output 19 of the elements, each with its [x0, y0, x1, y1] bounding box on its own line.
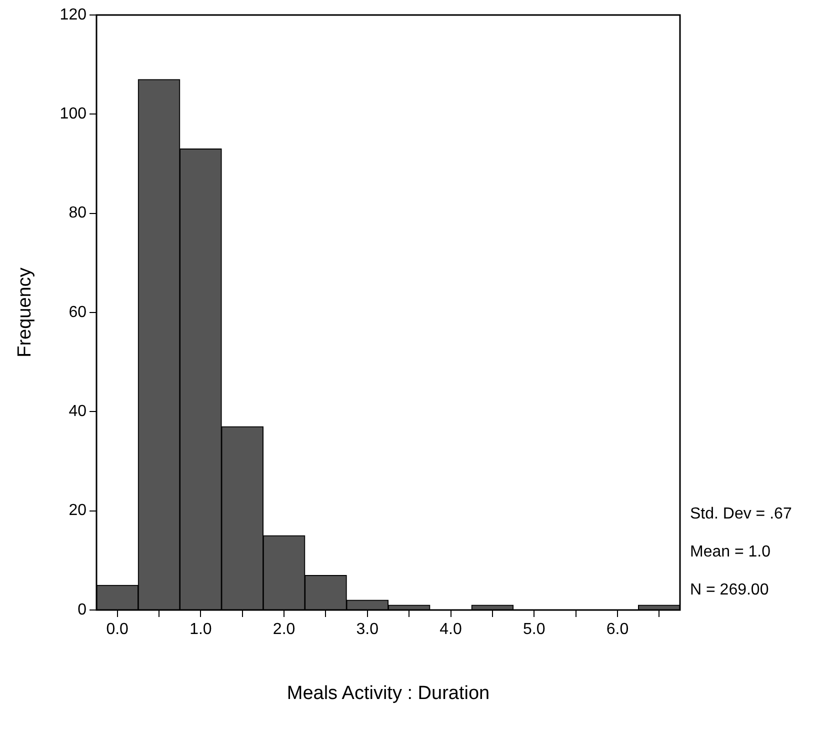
x-tick-label: 0.0 [106, 621, 129, 638]
y-axis-title: Frequency [14, 267, 36, 358]
y-tick-label: 60 [68, 304, 87, 321]
x-axis-title: Meals Activity : Duration [286, 682, 490, 704]
text: N = 269.00 [690, 581, 769, 598]
x-tick-label: 1.0 [190, 621, 212, 638]
y-tick-label: 80 [68, 204, 87, 222]
y-tick-label: 0 [78, 601, 87, 618]
text: Mean = 1.0 [690, 543, 771, 560]
y-tick-label: 40 [68, 403, 87, 420]
y-tick-label: 120 [60, 6, 87, 24]
x-tick-label: 5.0 [523, 621, 546, 638]
x-tick-label: 6.0 [606, 621, 629, 638]
y-tick-label: 100 [60, 106, 87, 123]
x-tick-label: 2.0 [272, 621, 296, 638]
y-tick-label: 20 [68, 502, 87, 520]
text: Std. Dev = .67 [690, 505, 792, 522]
x-tick-label: 3.0 [356, 621, 379, 638]
x-tick-label: 4.0 [440, 621, 462, 638]
